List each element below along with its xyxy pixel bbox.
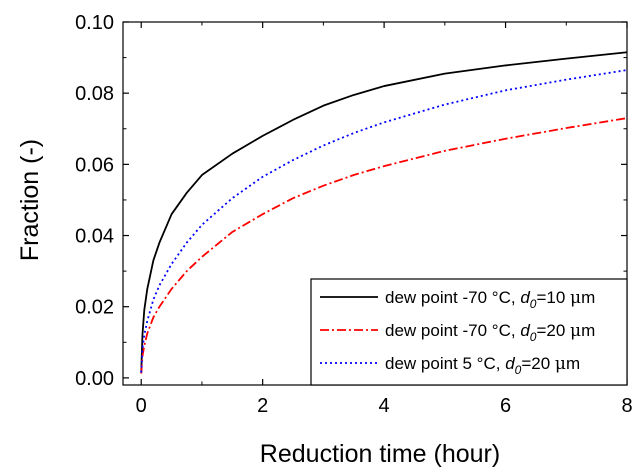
y-tick-label: 0.04 xyxy=(75,226,114,248)
legend-label-3: dew point 5 °C, d0=20 μm xyxy=(385,354,580,377)
x-tick-label: 4 xyxy=(379,395,390,417)
series-line-2 xyxy=(140,117,628,374)
axes-layer: 0 2 4 6 8 0.00 0.02 0.04 0.06 0.08 0.10 xyxy=(75,12,633,417)
y-tick-label: 0.10 xyxy=(75,12,114,34)
legend-label-2: dew point -70 °C, d0=20 μm xyxy=(385,321,595,344)
legend: dew point -70 °C, d0=10 μm dew point -70 … xyxy=(310,278,628,386)
x-axis-title: Reduction time (hour) xyxy=(260,440,500,468)
series-layer xyxy=(140,51,628,374)
x-tick-label: 0 xyxy=(136,395,147,417)
x-tick-label: 6 xyxy=(500,395,511,417)
y-tick-label: 0.00 xyxy=(75,368,114,390)
series-line-1 xyxy=(140,51,628,373)
x-tick-label: 2 xyxy=(257,395,268,417)
y-tick-label: 0.06 xyxy=(75,154,114,176)
legend-label-1: dew point -70 °C, d0=10 μm xyxy=(385,288,595,311)
y-axis-title: Fraction (-) xyxy=(16,139,44,261)
y-tick-label: 0.02 xyxy=(75,297,114,319)
y-tick-label: 0.08 xyxy=(75,83,114,105)
x-tick-label: 8 xyxy=(621,395,632,417)
